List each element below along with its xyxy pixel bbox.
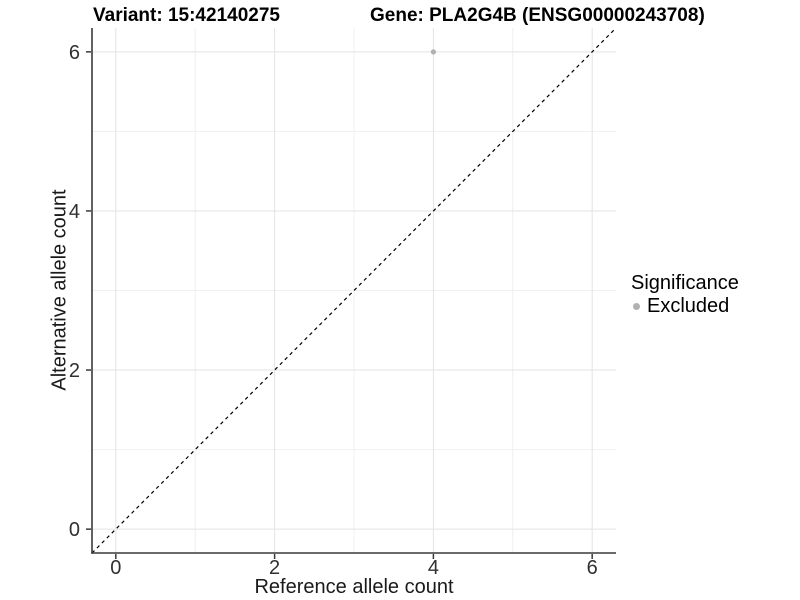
x-axis-title: Reference allele count <box>254 576 454 598</box>
legend: Significance Excluded <box>631 272 739 320</box>
legend-marker-dot <box>633 303 640 310</box>
y-tick-label: 0 <box>69 519 80 541</box>
y-tick-label: 4 <box>69 201 80 223</box>
legend-entry-label: Excluded <box>647 295 730 317</box>
variant-title: Variant: 15:42140275 <box>93 5 280 26</box>
x-tick-label: 4 <box>428 557 439 579</box>
legend-title: Significance <box>631 272 739 294</box>
gene-title: Gene: PLA2G4B (ENSG00000243708) <box>370 5 705 26</box>
x-tick-label: 2 <box>269 557 280 579</box>
data-point <box>430 49 436 55</box>
y-tick-label: 2 <box>69 360 80 382</box>
x-tick-label: 6 <box>587 557 598 579</box>
x-tick-label: 0 <box>110 557 121 579</box>
identity-reference-line <box>91 27 617 554</box>
legend-entry-excluded: Excluded <box>631 295 739 320</box>
y-tick-label: 6 <box>69 42 80 64</box>
y-axis-title: Alternative allele count <box>48 189 71 391</box>
